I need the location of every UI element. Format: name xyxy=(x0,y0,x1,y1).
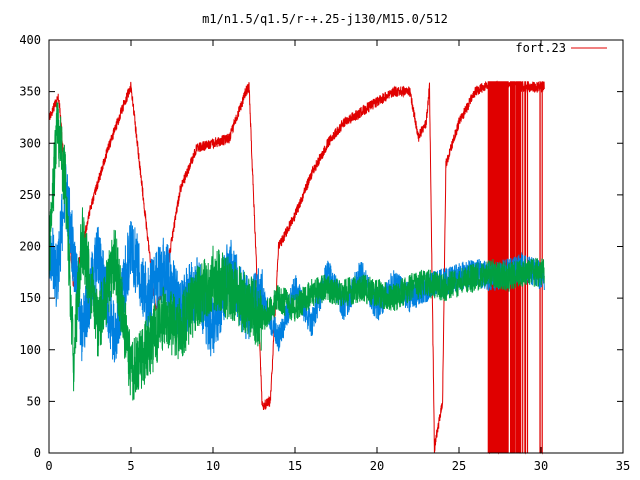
y-tick-label: 350 xyxy=(19,85,41,99)
x-tick-label: 35 xyxy=(616,459,630,473)
legend-label: fort.23 xyxy=(515,41,566,55)
x-tick-label: 0 xyxy=(45,459,52,473)
x-tick-label: 15 xyxy=(288,459,302,473)
x-tick-label: 25 xyxy=(452,459,466,473)
chart-title: m1/n1.5/q1.5/r-+.25-j130/M15.0/512 xyxy=(202,12,448,26)
y-tick-label: 100 xyxy=(19,343,41,357)
x-tick-label: 20 xyxy=(370,459,384,473)
y-tick-label: 150 xyxy=(19,291,41,305)
series-line-1 xyxy=(48,80,545,455)
y-tick-label: 0 xyxy=(34,446,41,460)
x-tick-label: 5 xyxy=(127,459,134,473)
y-tick-label: 400 xyxy=(19,33,41,47)
y-tick-label: 300 xyxy=(19,136,41,150)
series-line-3 xyxy=(48,102,545,401)
legend: fort.23 xyxy=(515,41,607,55)
y-tick-label: 50 xyxy=(27,394,41,408)
y-tick-label: 250 xyxy=(19,188,41,202)
y-tick-label: 200 xyxy=(19,240,41,254)
series-layer xyxy=(48,80,545,455)
x-tick-label: 30 xyxy=(534,459,548,473)
x-tick-label: 10 xyxy=(206,459,220,473)
